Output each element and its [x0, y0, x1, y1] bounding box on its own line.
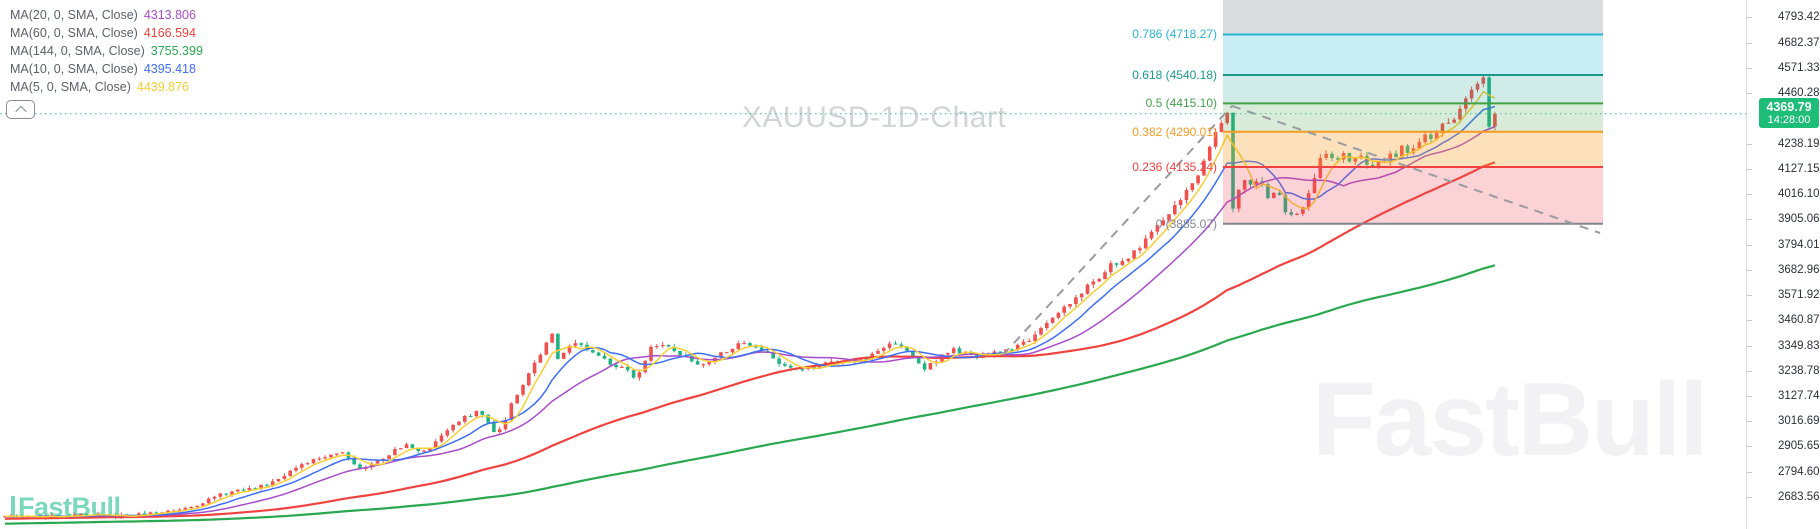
axis-tick-mark: [1747, 93, 1752, 95]
fib-level-label-0[interactable]: 0 (3885.07): [1155, 216, 1217, 231]
ma-legend-value: 4313.806: [143, 8, 196, 22]
axis-tick-mark: [1747, 496, 1752, 498]
ma-legend-label: MA(60, 0, SMA, Close): [10, 26, 138, 40]
ma-legend-label: MA(5, 0, SMA, Close): [10, 80, 131, 94]
axis-tick-mark: [1747, 295, 1752, 296]
axis-tick-mark: [1747, 244, 1752, 246]
axis-tick-label: 3571.92: [1778, 289, 1820, 301]
ma-legend-row-144[interactable]: MA(144, 0, SMA, Close) 3755.399: [10, 42, 203, 60]
axis-tick-mark: [1747, 446, 1752, 448]
ma-legend-value: 4439.876: [136, 80, 190, 94]
chevron-up-icon: [14, 105, 27, 117]
axis-tick-label: 2794.60: [1778, 465, 1820, 478]
fastbull-watermark: FastBull: [1312, 362, 1708, 478]
axis-tick-label: 4793.42: [1778, 11, 1820, 24]
axis-tick-mark: [1747, 168, 1752, 170]
axis-tick-label: 4571.33: [1778, 61, 1820, 74]
fastbull-logo-icon: [11, 496, 15, 519]
ma-legend-value: 4395.418: [143, 62, 196, 76]
ma-legend-label: MA(10, 0, SMA, Close): [10, 62, 138, 76]
axis-tick-label: 3682.96: [1778, 263, 1820, 276]
current-price-value: 4369.79: [1766, 100, 1812, 115]
ma-legend-row-5[interactable]: MA(5, 0, SMA, Close) 4439.876: [10, 78, 203, 96]
axis-tick-label: 3460.87: [1778, 314, 1820, 327]
axis-tick-label: 4127.15: [1778, 162, 1820, 175]
axis-tick-label: 3349.83: [1778, 339, 1820, 352]
symbol-watermark: XAUUSD-1D-Chart: [742, 101, 1007, 134]
axis-tick-label: 3905.06: [1778, 213, 1820, 226]
axis-tick-mark: [1747, 17, 1752, 19]
current-price-badge: 4369.79 14:28:00: [1759, 98, 1819, 129]
ma-legend-label: MA(144, 0, SMA, Close): [10, 44, 145, 58]
axis-tick-mark: [1747, 42, 1752, 44]
fib-level-label-0.382[interactable]: 0.382 (4290.01): [1132, 124, 1217, 139]
ma-legend: MA(20, 0, SMA, Close) 4313.806 MA(60, 0, S…: [10, 6, 203, 96]
axis-tick-label: 3794.01: [1778, 238, 1820, 251]
axis-tick-label: 2905.65: [1778, 440, 1820, 453]
axis-tick-mark: [1747, 396, 1752, 397]
axis-tick-label: 3127.74: [1778, 390, 1820, 402]
axis-tick-label: 4016.10: [1778, 188, 1820, 201]
ma-legend-value: 4166.594: [143, 26, 196, 40]
axis-tick-label: 2683.56: [1778, 490, 1820, 503]
fib-level-label-0.236[interactable]: 0.236 (4135.24): [1132, 159, 1217, 174]
axis-tick-mark: [1747, 320, 1752, 322]
axis-tick-label: 4238.19: [1778, 137, 1820, 150]
ma-legend-value: 3755.399: [150, 44, 203, 58]
axis-tick-mark: [1747, 67, 1752, 69]
fib-level-label-0.618[interactable]: 0.618 (4540.18): [1132, 67, 1217, 82]
ma-legend-row-20[interactable]: MA(20, 0, SMA, Close) 4313.806: [10, 6, 203, 24]
fib-level-label-0.5[interactable]: 0.5 (4415.10): [1145, 96, 1217, 111]
axis-tick-mark: [1747, 345, 1752, 347]
axis-tick-mark: [1747, 194, 1752, 196]
axis-tick-mark: [1747, 370, 1752, 372]
ma-legend-label: MA(20, 0, SMA, Close): [10, 8, 138, 22]
axis-tick-label: 4682.37: [1778, 36, 1820, 49]
axis-tick-mark: [1747, 143, 1752, 145]
axis-tick-mark: [1747, 269, 1752, 271]
axis-tick-mark: [1747, 219, 1752, 221]
ma-legend-row-10[interactable]: MA(10, 0, SMA, Close) 4395.418: [10, 60, 203, 78]
bar-countdown-timer: 14:28:00: [1767, 114, 1811, 127]
collapse-legend-button[interactable]: [6, 100, 35, 119]
axis-tick-label: 4460.28: [1778, 87, 1820, 100]
fib-level-label-0.786[interactable]: 0.786 (4718.27): [1132, 27, 1217, 42]
axis-tick-label: 3016.69: [1778, 415, 1820, 428]
axis-tick-mark: [1747, 421, 1752, 423]
candlestick-chart-canvas[interactable]: [0, 0, 1746, 529]
axis-tick-label: 3238.78: [1778, 364, 1820, 377]
axis-tick-mark: [1747, 471, 1752, 473]
price-axis[interactable]: 4369.79 14:28:00 4793.42 4682.37 4571.33 44…: [1746, 0, 1820, 529]
ma-legend-row-60[interactable]: MA(60, 0, SMA, Close) 4166.594: [10, 24, 203, 42]
